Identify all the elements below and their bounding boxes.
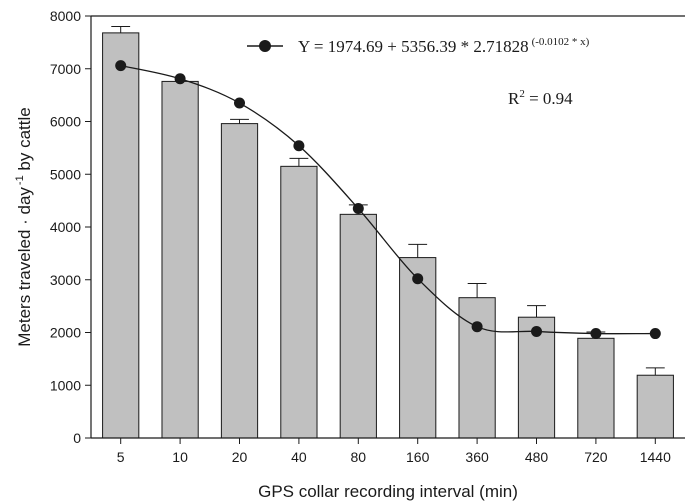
x-tick-label-160: 160 bbox=[406, 449, 430, 465]
fit-curve bbox=[120, 64, 656, 335]
bar-5 bbox=[102, 32, 140, 439]
x-tick-label-80: 80 bbox=[351, 449, 367, 465]
fit-line-layer bbox=[115, 60, 661, 340]
bar-1440 bbox=[636, 374, 674, 439]
y-tick-label-7000: 7000 bbox=[50, 61, 81, 77]
x-tick-label-360: 360 bbox=[465, 449, 489, 465]
x-tick-label-40: 40 bbox=[291, 449, 307, 465]
legend-exponent: (-0.0102 * x) bbox=[532, 36, 590, 48]
y-tick-label-0: 0 bbox=[73, 430, 81, 446]
fit-point-40 bbox=[293, 140, 305, 152]
fit-point-10 bbox=[174, 73, 186, 85]
fit-point-80 bbox=[352, 203, 364, 215]
y-tick-label-6000: 6000 bbox=[50, 114, 81, 130]
x-tick-label-10: 10 bbox=[172, 449, 188, 465]
bar-720 bbox=[577, 337, 615, 439]
fit-point-20 bbox=[234, 97, 245, 109]
bars-layer bbox=[102, 26, 674, 439]
fit-point-160 bbox=[412, 273, 424, 285]
x-tick-label-5: 5 bbox=[117, 449, 125, 465]
fit-point-1440 bbox=[649, 328, 661, 340]
y-tick-label-5000: 5000 bbox=[50, 166, 81, 182]
bar-20 bbox=[220, 123, 259, 439]
bar-80 bbox=[339, 213, 377, 439]
y-axis-label-superscript: -1 bbox=[14, 175, 26, 185]
y-axis-label: Meters traveled · day-1 by cattle bbox=[14, 107, 34, 347]
y-tick-label-4000: 4000 bbox=[50, 219, 81, 235]
y-tick-label-3000: 3000 bbox=[50, 272, 81, 288]
r-squared-superscript: 2 bbox=[519, 88, 525, 100]
legend-r-squared: R2 = 0.94 bbox=[508, 88, 573, 108]
y-tick-label-1000: 1000 bbox=[50, 377, 81, 393]
bar-40 bbox=[280, 165, 318, 439]
x-tick-label-20: 20 bbox=[232, 449, 248, 465]
bar-10 bbox=[161, 80, 199, 439]
axes-layer: 0 1000 2000 3000 4000 5000 6000 7000 8000 5 10 20 40… bbox=[50, 8, 685, 465]
bar-360 bbox=[458, 297, 496, 439]
fit-point-720 bbox=[590, 328, 602, 340]
x-tick-label-1440: 1440 bbox=[640, 449, 671, 465]
legend-equation: Y = 1974.69 + 5356.39 * 2.71828 (-0.0102 … bbox=[298, 36, 590, 56]
x-tick-label-720: 720 bbox=[584, 449, 608, 465]
bar-160 bbox=[399, 257, 437, 439]
legend-marker bbox=[259, 40, 271, 52]
x-tick-label-480: 480 bbox=[525, 449, 549, 465]
fit-point-5 bbox=[115, 60, 127, 72]
y-tick-label-2000: 2000 bbox=[50, 325, 81, 341]
fit-point-480 bbox=[531, 325, 542, 337]
fit-point-360 bbox=[471, 321, 483, 333]
x-axis-label: GPS collar recording interval (min) bbox=[258, 482, 518, 501]
legend: Y = 1974.69 + 5356.39 * 2.71828 (-0.0102 … bbox=[247, 36, 590, 108]
bar-480 bbox=[517, 316, 556, 439]
y-tick-label-8000: 8000 bbox=[50, 8, 81, 24]
